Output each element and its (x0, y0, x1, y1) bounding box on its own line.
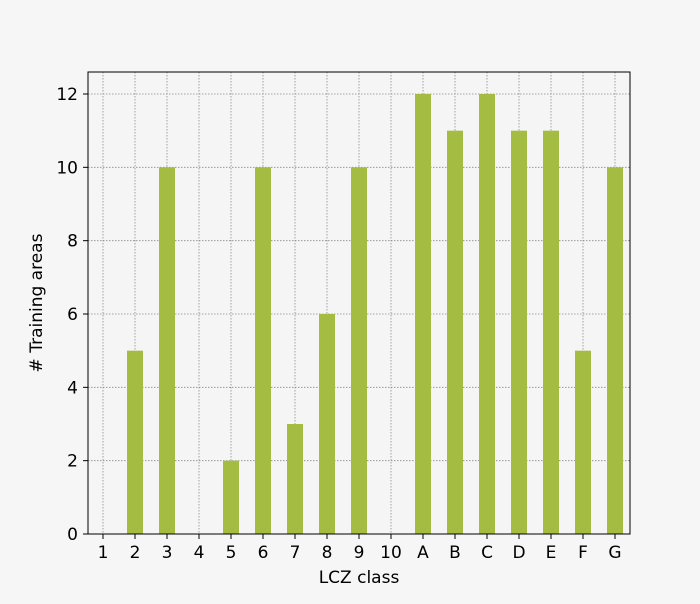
x-tick-label: C (481, 543, 493, 563)
y-tick-label: 8 (67, 232, 78, 252)
bar-8 (319, 314, 335, 534)
bar-A (415, 94, 431, 534)
bar-7 (287, 424, 303, 534)
bar-B (447, 130, 463, 534)
y-axis-label: # Training areas (27, 233, 47, 372)
bars (127, 94, 623, 535)
x-tick-label: 6 (258, 543, 269, 563)
x-tick-label: F (578, 543, 588, 563)
y-tick-label: 6 (67, 305, 78, 325)
x-tick-label: G (608, 543, 621, 563)
y-tick-label: 2 (67, 452, 78, 472)
x-tick-label: B (449, 543, 461, 563)
x-tick-label: D (512, 543, 525, 563)
bar-F (575, 350, 591, 534)
y-tick-label: 0 (67, 525, 78, 545)
bar-6 (255, 167, 271, 535)
bar-2 (127, 350, 143, 534)
bar-D (511, 130, 527, 534)
bar-3 (159, 167, 175, 535)
x-tick-label: 2 (130, 543, 141, 563)
y-tick-label: 10 (56, 158, 78, 178)
bar-E (543, 130, 559, 534)
bar-5 (223, 460, 239, 534)
bar-C (479, 94, 495, 534)
bar-9 (351, 167, 367, 535)
y-tick-label: 12 (56, 85, 78, 105)
bar-G (607, 167, 623, 535)
x-tick-label: 7 (290, 543, 301, 563)
x-ticks: 1 2 3 4 5 6 7 8 9 10 A B C D E F G (98, 534, 622, 563)
x-tick-label: 10 (380, 543, 402, 563)
x-tick-label: E (546, 543, 557, 563)
y-ticks: 0 2 4 6 8 10 12 (56, 85, 88, 545)
x-tick-label: A (417, 543, 429, 563)
x-tick-label: 5 (226, 543, 237, 563)
x-tick-label: 9 (354, 543, 365, 563)
x-tick-label: 4 (194, 543, 205, 563)
y-tick-label: 4 (67, 378, 78, 398)
x-axis-label: LCZ class (319, 568, 400, 588)
x-tick-label: 3 (162, 543, 173, 563)
x-tick-label: 1 (98, 543, 109, 563)
x-tick-label: 8 (322, 543, 333, 563)
